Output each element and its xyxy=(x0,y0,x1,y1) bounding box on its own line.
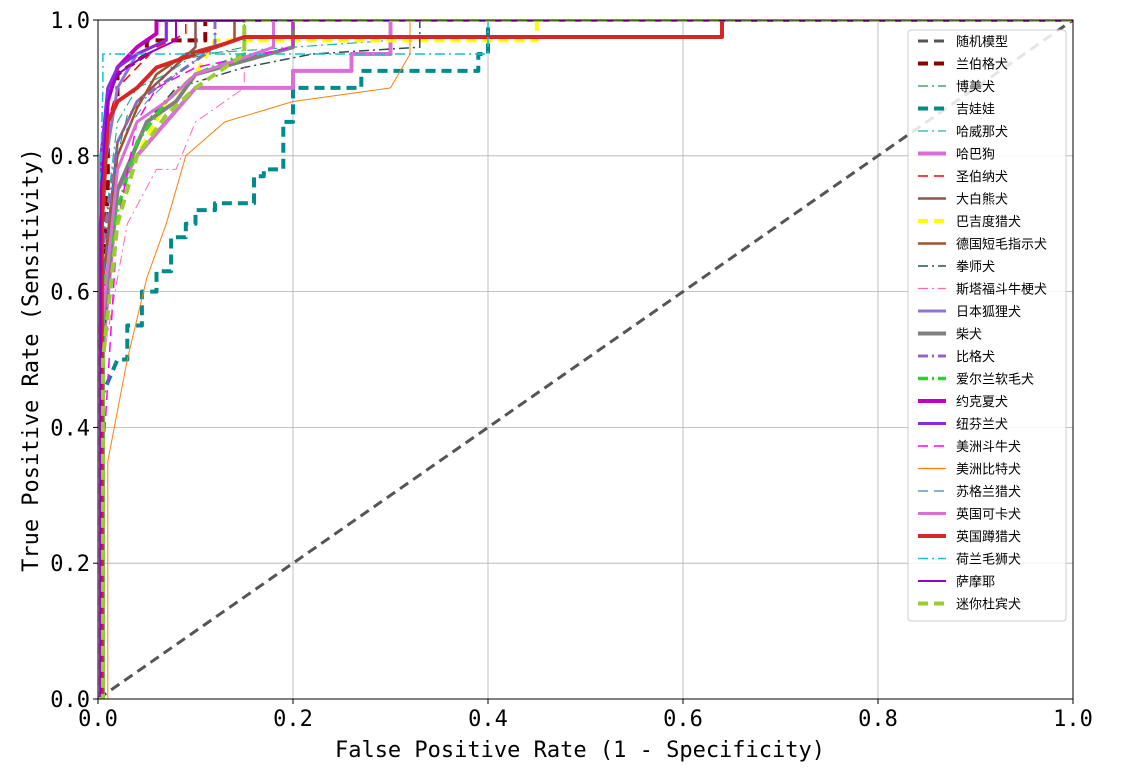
legend-label: 哈巴狗 xyxy=(956,148,995,163)
x-tick-label: 0.4 xyxy=(468,707,508,732)
legend-label: 美洲斗牛犬 xyxy=(956,440,1021,455)
legend-label: 爱尔兰软毛犬 xyxy=(956,373,1034,388)
legend-label: 博美犬 xyxy=(956,80,995,95)
roc-curve-series xyxy=(98,20,1073,699)
roc-curve-series xyxy=(98,20,1073,699)
legend-label: 巴吉度猎犬 xyxy=(956,214,1021,230)
legend-label: 大白熊犬 xyxy=(956,192,1008,208)
roc-curve-series xyxy=(98,20,1073,699)
x-tick-label: 1.0 xyxy=(1053,707,1093,732)
legend: 随机模型兰伯格犬博美犬吉娃娃哈威那犬哈巴狗圣伯纳犬大白熊犬巴吉度猎犬德国短毛指示… xyxy=(907,29,1067,622)
legend-label: 兰伯格犬 xyxy=(956,57,1008,73)
legend-box xyxy=(907,29,1067,622)
y-axis-label: True Positive Rate (Sensitivity) xyxy=(19,148,44,572)
plot-frame xyxy=(97,19,1074,700)
x-tick-label: 0.8 xyxy=(858,707,898,732)
legend-label: 斯塔福斗牛梗犬 xyxy=(956,283,1047,298)
legend-label: 英国蹲猎犬 xyxy=(956,530,1021,545)
x-axis-label: False Positive Rate (1 - Specificity) xyxy=(335,738,825,763)
random-baseline-line xyxy=(98,20,1073,699)
legend-label: 荷兰毛狮犬 xyxy=(956,553,1021,568)
x-axis-ticks: 0.0 0.2 0.4 0.6 0.8 1.0 xyxy=(78,699,1093,732)
legend-label: 日本狐狸犬 xyxy=(956,305,1021,320)
legend-label: 萨摩耶 xyxy=(956,574,995,590)
roc-curve-series xyxy=(98,20,1073,699)
roc-curves xyxy=(98,20,1073,699)
legend-label: 迷你杜宾犬 xyxy=(956,597,1021,613)
y-tick-label: 0.6 xyxy=(50,281,90,306)
y-tick-label: 1.0 xyxy=(50,9,90,34)
x-tick-label: 0.2 xyxy=(273,707,313,732)
y-axis-ticks: 0.0 0.2 0.4 0.6 0.8 1.0 xyxy=(50,9,98,713)
legend-label: 随机模型 xyxy=(956,35,1008,50)
legend-label: 英国可卡犬 xyxy=(956,508,1021,523)
roc-curve-series xyxy=(98,20,1073,699)
legend-label: 拳师犬 xyxy=(956,259,995,275)
legend-label: 圣伯纳犬 xyxy=(956,170,1008,185)
legend-label: 纽芬兰犬 xyxy=(956,418,1008,433)
legend-label: 德国短毛指示犬 xyxy=(956,238,1047,253)
y-tick-label: 0.2 xyxy=(50,552,90,577)
legend-label: 约克夏犬 xyxy=(956,395,1008,410)
legend-label: 美洲比特犬 xyxy=(956,463,1021,478)
y-tick-label: 0.4 xyxy=(50,416,90,441)
legend-label: 吉娃娃 xyxy=(956,103,995,118)
x-tick-label: 0.0 xyxy=(78,707,118,732)
legend-label: 苏格兰猎犬 xyxy=(956,484,1021,500)
x-tick-label: 0.6 xyxy=(663,707,703,732)
legend-label: 比格犬 xyxy=(956,349,995,365)
legend-label: 哈威那犬 xyxy=(956,125,1008,140)
y-tick-label: 0.0 xyxy=(50,688,90,713)
roc-curve-series xyxy=(98,20,1073,699)
y-tick-label: 0.8 xyxy=(50,145,90,170)
legend-label: 柴犬 xyxy=(956,328,982,343)
